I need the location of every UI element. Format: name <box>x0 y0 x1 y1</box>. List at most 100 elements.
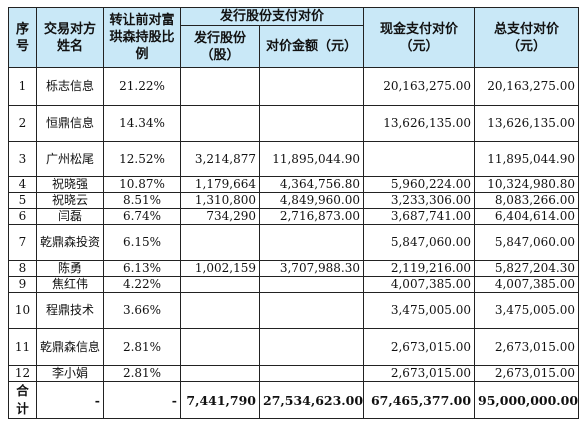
row-seq: 6 <box>8 208 37 225</box>
row-shares: 1,002,159 <box>180 260 260 277</box>
row-cash: 3,475,005.00 <box>363 292 476 329</box>
row-name: 闫磊 <box>36 208 104 225</box>
row-name: 乾鼎森信息 <box>36 328 104 366</box>
table-row: 6 闫磊 6.74% 734,290 2,716,873.00 3,687,74… <box>8 208 580 225</box>
header-total: 总支付对价（元） <box>474 7 580 68</box>
row-total: 2,673,015.00 <box>474 365 580 382</box>
row-ratio: 6.15% <box>103 224 181 261</box>
row-amount: 4,364,756.80 <box>258 176 365 193</box>
row-ratio: 6.74% <box>103 208 181 225</box>
row-seq: 2 <box>8 105 37 142</box>
header-seq: 序号 <box>8 7 37 68</box>
row-amount <box>258 365 365 382</box>
table-row: 7 乾鼎森投资 6.15% 5,847,060.00 5,847,060.00 <box>8 224 580 261</box>
header-share-payment: 发行股份支付对价 <box>179 7 365 26</box>
row-shares: 734,290 <box>180 208 260 225</box>
row-ratio: 6.13% <box>103 260 181 277</box>
consideration-table: 序号 交易对方姓名 转让前对富珙森持股比例 发行股份支付对价 现金支付对价（元）… <box>8 7 580 419</box>
row-amount <box>258 292 365 329</box>
total-cash: 67,465,377.00 <box>363 381 476 419</box>
row-cash: 2,673,015.00 <box>363 365 476 382</box>
row-total: 2,673,015.00 <box>474 328 580 366</box>
row-amount: 2,716,873.00 <box>258 208 365 225</box>
total-row: 合计 - - 7,441,790 27,534,623.00 67,465,37… <box>8 381 580 419</box>
header-consideration: 对价金额（元） <box>258 25 365 68</box>
row-ratio: 21.22% <box>103 67 181 106</box>
row-amount: 11,895,044.90 <box>258 141 365 177</box>
row-seq: 8 <box>8 260 37 277</box>
row-seq: 1 <box>8 67 37 106</box>
total-shares: 7,441,790 <box>180 381 260 419</box>
total-name: - <box>36 381 104 419</box>
row-seq: 10 <box>8 292 37 329</box>
row-amount <box>258 105 365 142</box>
row-shares <box>180 365 260 382</box>
row-cash: 4,007,385.00 <box>363 276 476 293</box>
row-shares <box>180 105 260 142</box>
row-total: 3,475,005.00 <box>474 292 580 329</box>
table-row: 2 恒鼎信息 14.34% 13,626,135.00 13,626,135.0… <box>8 105 580 142</box>
row-cash: 13,626,135.00 <box>363 105 476 142</box>
row-seq: 3 <box>8 141 37 177</box>
row-shares <box>180 276 260 293</box>
total-amount: 27,534,623.00 <box>258 381 365 419</box>
header-counterparty: 交易对方姓名 <box>36 7 104 68</box>
row-name: 程鼎技术 <box>36 292 104 329</box>
row-ratio: 8.51% <box>103 192 181 209</box>
row-seq: 12 <box>8 365 37 382</box>
row-shares <box>180 224 260 261</box>
row-shares <box>180 292 260 329</box>
row-ratio: 14.34% <box>103 105 181 142</box>
row-name: 祝晓强 <box>36 176 104 193</box>
row-name: 恒鼎信息 <box>36 105 104 142</box>
row-amount <box>258 328 365 366</box>
row-amount <box>258 67 365 106</box>
row-shares <box>180 67 260 106</box>
row-ratio: 4.22% <box>103 276 181 293</box>
row-name: 焦红伟 <box>36 276 104 293</box>
row-cash <box>363 141 476 177</box>
row-shares: 1,310,800 <box>180 192 260 209</box>
row-total: 4,007,385.00 <box>474 276 580 293</box>
row-name: 祝晓云 <box>36 192 104 209</box>
row-cash: 3,687,741.00 <box>363 208 476 225</box>
header-ratio: 转让前对富珙森持股比例 <box>103 7 181 68</box>
consideration-table-wrapper: 序号 交易对方姓名 转让前对富珙森持股比例 发行股份支付对价 现金支付对价（元）… <box>8 7 580 419</box>
row-ratio: 2.81% <box>103 328 181 366</box>
row-name: 乾鼎森投资 <box>36 224 104 261</box>
row-cash: 3,233,306.00 <box>363 192 476 209</box>
row-shares: 1,179,664 <box>180 176 260 193</box>
table-row: 10 程鼎技术 3.66% 3,475,005.00 3,475,005.00 <box>8 292 580 329</box>
row-cash: 5,960,224.00 <box>363 176 476 193</box>
row-total: 11,895,044.90 <box>474 141 580 177</box>
table-row: 1 栎志信息 21.22% 20,163,275.00 20,163,275.0… <box>8 67 580 106</box>
total-ratio: - <box>103 381 181 419</box>
row-cash: 2,673,015.00 <box>363 328 476 366</box>
header-shares: 发行股份（股） <box>180 25 260 68</box>
row-amount: 4,849,960.00 <box>258 192 365 209</box>
row-ratio: 10.87% <box>103 176 181 193</box>
table-row: 8 陈勇 6.13% 1,002,159 3,707,988.30 2,119,… <box>8 260 580 277</box>
row-seq: 11 <box>8 328 37 366</box>
row-amount: 3,707,988.30 <box>258 260 365 277</box>
row-shares: 3,214,877 <box>180 141 260 177</box>
row-name: 广州松尾 <box>36 141 104 177</box>
row-total: 13,626,135.00 <box>474 105 580 142</box>
row-total: 6,404,614.00 <box>474 208 580 225</box>
row-amount <box>258 276 365 293</box>
table-row: 3 广州松尾 12.52% 3,214,877 11,895,044.90 11… <box>8 141 580 177</box>
table-row: 11 乾鼎森信息 2.81% 2,673,015.00 2,673,015.00 <box>8 328 580 366</box>
row-name: 陈勇 <box>36 260 104 277</box>
row-shares <box>180 328 260 366</box>
row-cash: 2,119,216.00 <box>363 260 476 277</box>
row-ratio: 2.81% <box>103 365 181 382</box>
table-row: 5 祝晓云 8.51% 1,310,800 4,849,960.00 3,233… <box>8 192 580 209</box>
row-seq: 7 <box>8 224 37 261</box>
row-ratio: 12.52% <box>103 141 181 177</box>
total-total: 95,000,000.00 <box>474 381 580 419</box>
row-cash: 20,163,275.00 <box>363 67 476 106</box>
table-row: 12 李小娟 2.81% 2,673,015.00 2,673,015.00 <box>8 365 580 382</box>
table-row: 9 焦红伟 4.22% 4,007,385.00 4,007,385.00 <box>8 276 580 293</box>
row-seq: 5 <box>8 192 37 209</box>
table-row: 4 祝晓强 10.87% 1,179,664 4,364,756.80 5,96… <box>8 176 580 193</box>
